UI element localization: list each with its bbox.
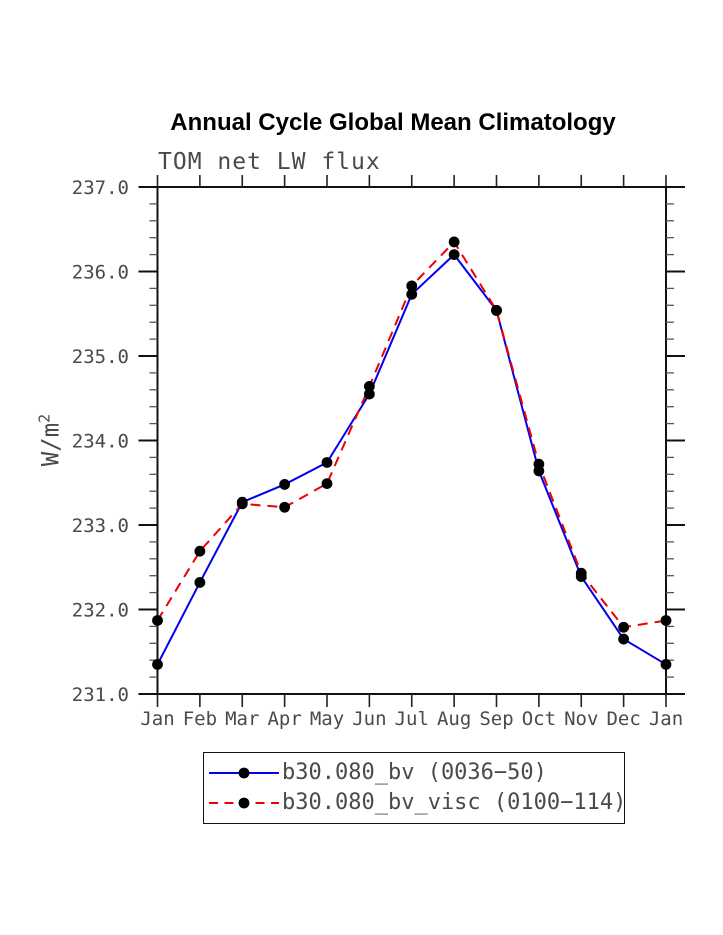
data-point-series-1 xyxy=(660,615,672,626)
x-tick-label: Aug xyxy=(437,708,471,730)
x-tick-label: Nov xyxy=(564,708,598,730)
y-tick-label: 236.0 xyxy=(72,262,129,284)
y-tick-label: 234.0 xyxy=(72,431,129,453)
x-tick-label: Feb xyxy=(183,708,217,730)
legend-sample-dashed xyxy=(209,797,279,809)
data-point-series-0 xyxy=(279,479,291,490)
legend-label-1: b30.080_bv (0036−50) xyxy=(282,760,547,785)
y-tick-label: 231.0 xyxy=(72,684,129,706)
legend-item-1: b30.080_bv (0036−50) xyxy=(204,756,624,790)
y-tick-label: 233.0 xyxy=(72,515,129,537)
data-point-series-0 xyxy=(448,249,460,260)
data-point-series-1 xyxy=(618,621,630,633)
legend-label-2: b30.080_bv_visc (0100−114) xyxy=(282,790,627,815)
y-tick-label: 235.0 xyxy=(72,346,129,368)
data-point-series-1 xyxy=(575,567,587,579)
x-tick-label: Jun xyxy=(352,708,386,730)
data-point-series-0 xyxy=(660,659,672,670)
data-point-series-1 xyxy=(152,615,163,626)
legend-marker-dot xyxy=(238,767,250,779)
x-tick-label: Dec xyxy=(606,708,640,730)
x-tick-label: Jan xyxy=(140,708,174,730)
legend-sample-solid xyxy=(209,767,279,779)
series-line-1 xyxy=(156,240,667,629)
data-point-series-0 xyxy=(321,457,333,468)
x-tick-label: Mar xyxy=(225,708,259,730)
data-point-series-0 xyxy=(194,577,206,588)
data-point-series-1 xyxy=(491,304,502,316)
chart-title: Annual Cycle Global Mean Climatology xyxy=(170,109,616,136)
data-point-series-0 xyxy=(618,633,630,645)
data-point-series-0 xyxy=(363,388,375,400)
x-tick-label: May xyxy=(310,708,344,730)
y-tick-label: 237.0 xyxy=(72,177,129,199)
x-tick-label: Apr xyxy=(267,708,301,730)
legend-marker-dot xyxy=(238,797,250,809)
data-point-series-1 xyxy=(448,236,460,248)
legend-item-2: b30.080_bv_visc (0100−114) xyxy=(204,786,627,820)
x-tick-label: Oct xyxy=(522,708,556,730)
chart-subtitle: TOM net LW flux xyxy=(158,149,381,175)
data-point-series-1 xyxy=(194,545,206,557)
data-point-series-1 xyxy=(279,501,291,513)
y-tick-label: 232.0 xyxy=(72,600,129,622)
data-point-series-1 xyxy=(406,280,418,292)
data-point-series-1 xyxy=(533,458,545,470)
x-tick-label: Jan xyxy=(649,708,683,730)
data-point-series-1 xyxy=(321,478,333,489)
data-point-series-0 xyxy=(406,288,418,300)
legend-box: b30.080_bv (0036−50) b30.080_bv_visc (01… xyxy=(203,752,627,824)
data-point-series-1 xyxy=(236,498,248,510)
data-point-series-1 xyxy=(363,381,375,392)
data-point-series-0 xyxy=(152,659,163,670)
x-tick-label: Jul xyxy=(395,708,429,730)
series-line-0 xyxy=(156,253,667,666)
x-tick-label: Sep xyxy=(479,708,513,730)
plot-frame xyxy=(156,186,667,695)
